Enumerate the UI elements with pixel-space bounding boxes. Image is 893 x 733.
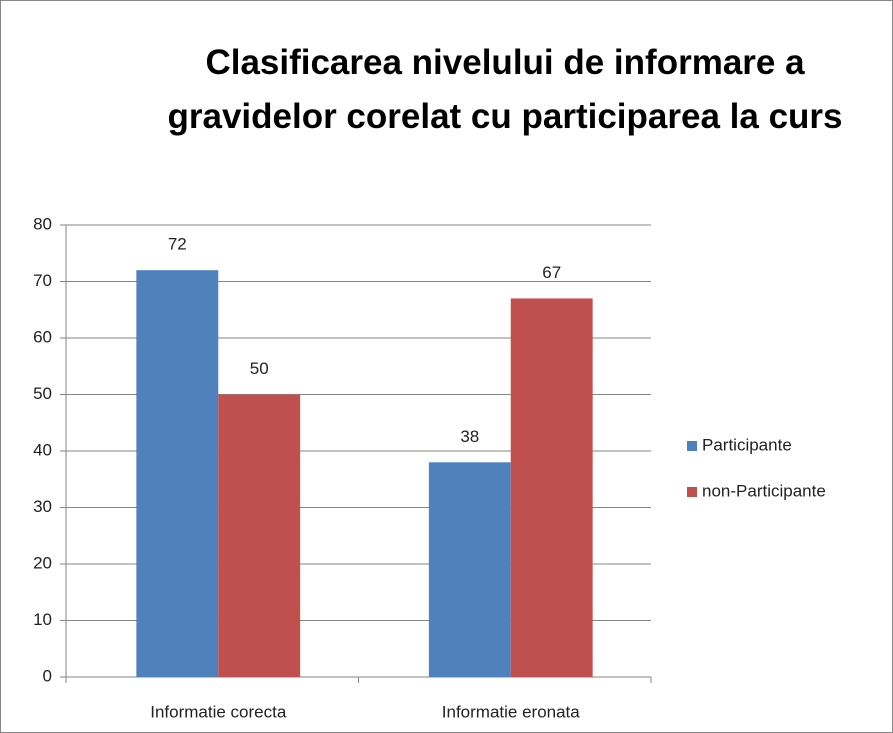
y-tick-label: 30 [33, 497, 52, 516]
data-label: 72 [168, 235, 187, 254]
bar [428, 462, 511, 677]
y-tick-label: 60 [33, 327, 52, 346]
y-tick-label: 40 [33, 440, 52, 459]
legend-label: non-Participante [702, 481, 826, 500]
x-tick-label: Informatie corecta [150, 702, 287, 721]
y-tick-label: 0 [43, 666, 52, 685]
y-tick-label: 80 [33, 214, 52, 233]
x-tick-label: Informatie eronata [442, 702, 581, 721]
legend-label: Participante [702, 435, 792, 454]
data-label: 50 [250, 359, 269, 378]
data-label: 38 [460, 427, 479, 446]
bar [218, 394, 301, 677]
bar [136, 270, 219, 677]
legend-swatch [687, 487, 697, 497]
chart-title: Clasificarea nivelului de informare a gr… [167, 43, 843, 136]
y-tick-label: 50 [33, 384, 52, 403]
y-tick-label: 70 [33, 271, 52, 290]
bar [510, 298, 593, 677]
data-label: 67 [542, 263, 561, 282]
legend-swatch [687, 441, 697, 451]
y-tick-label: 10 [33, 610, 52, 629]
y-tick-label: 20 [33, 553, 52, 572]
